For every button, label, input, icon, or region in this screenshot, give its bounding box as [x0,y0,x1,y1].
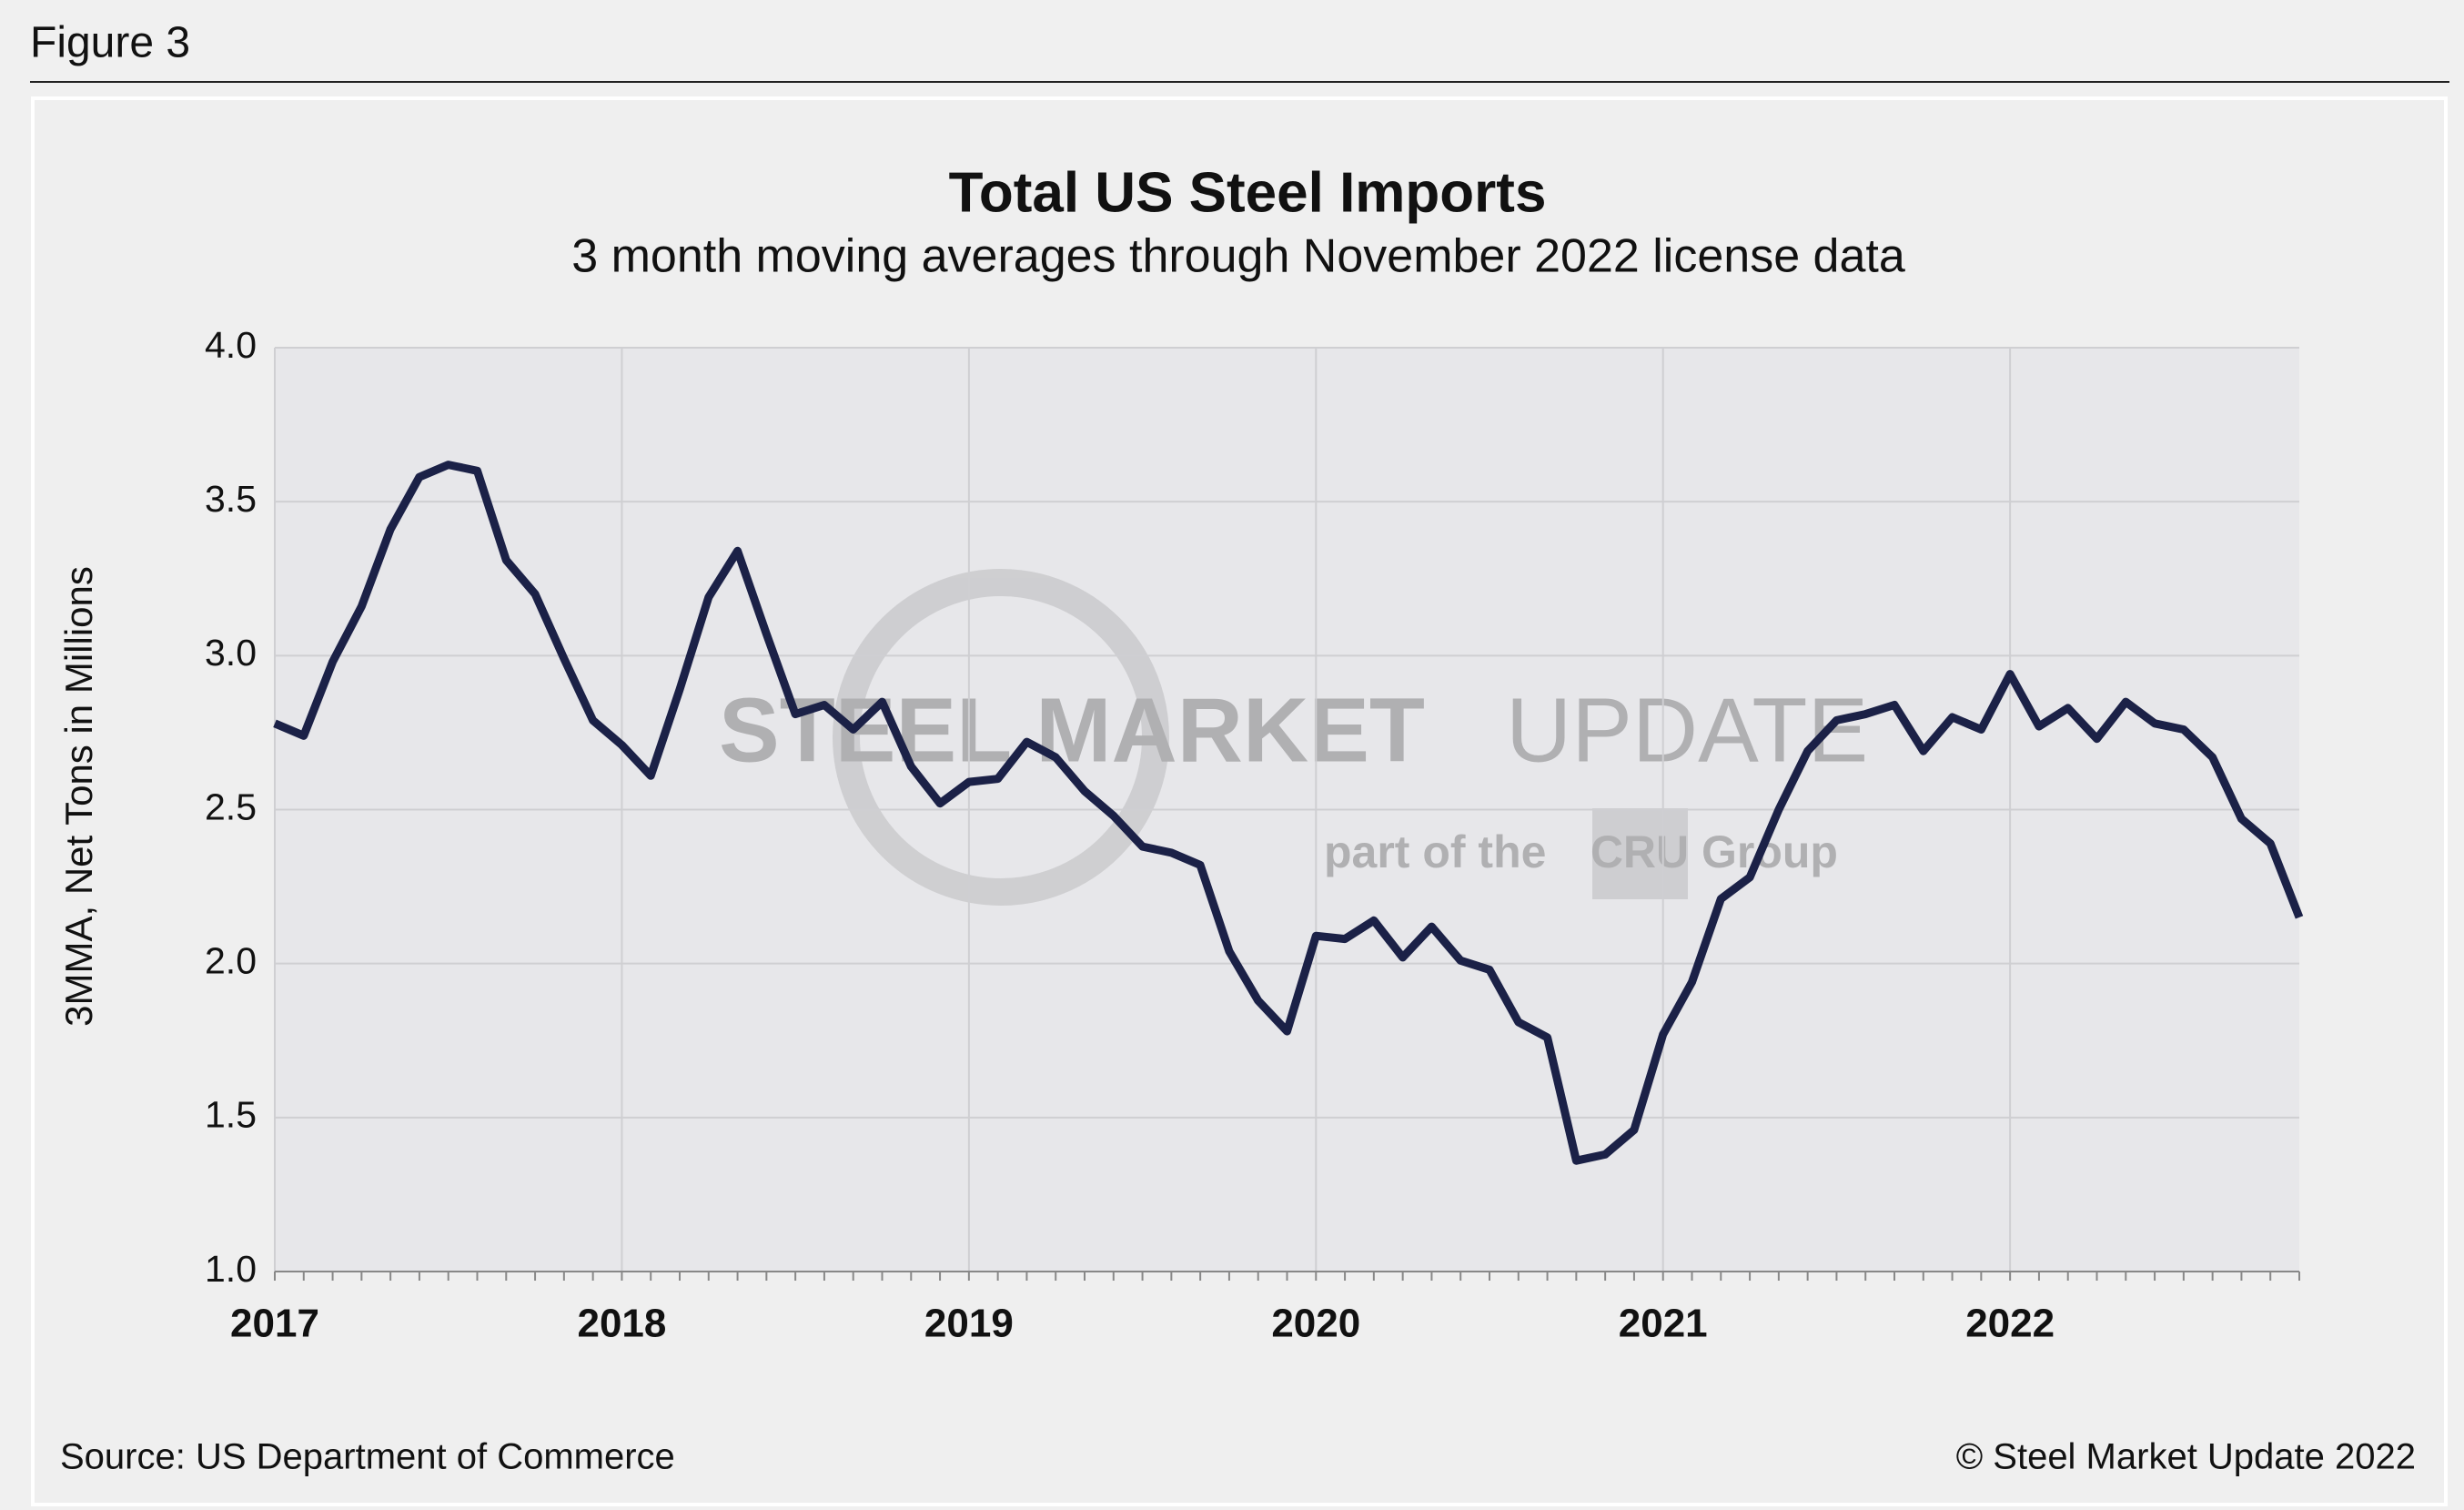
x-tick-label: 2019 [924,1302,1014,1346]
chart-subtitle: 3 month moving averages through November… [571,230,1905,283]
x-tick-label: 2018 [577,1302,666,1346]
watermark-tag: part of the [1324,826,1546,877]
watermark: STEEL MARKET UPDATE part of the CRU Grou… [719,569,1868,906]
y-tick-label: 4.0 [205,324,257,366]
y-tick-label: 1.0 [205,1248,257,1290]
y-tick-label: 3.0 [205,632,257,674]
series-line [273,461,2304,1165]
x-tick-label: 2022 [1965,1302,2055,1346]
y-tick-label: 2.0 [205,939,257,981]
watermark-logo: CRU [1590,826,1689,877]
y-tick-label: 1.5 [205,1094,257,1136]
copyright: © Steel Market Update 2022 [1956,1437,2416,1477]
x-tick-label: 2021 [1619,1302,1708,1346]
x-tick-label: 2017 [230,1302,319,1346]
watermark-ring [833,569,1169,906]
y-tick-label: 2.5 [205,785,257,827]
x-tick-label: 2020 [1271,1302,1360,1346]
y-tick-label: 3.5 [205,478,257,520]
chart-title: Total US Steel Imports [949,161,1547,224]
figure-label: Figure 3 [30,19,190,67]
y-axis-title: 3MMA, Net Tons in Millions [57,566,100,1027]
watermark-bold: STEEL MARKET [719,679,1425,781]
source: Source: US Department of Commerce [60,1437,675,1477]
watermark-light: UPDATE [1506,679,1868,781]
watermark-logo-box [1592,808,1688,899]
